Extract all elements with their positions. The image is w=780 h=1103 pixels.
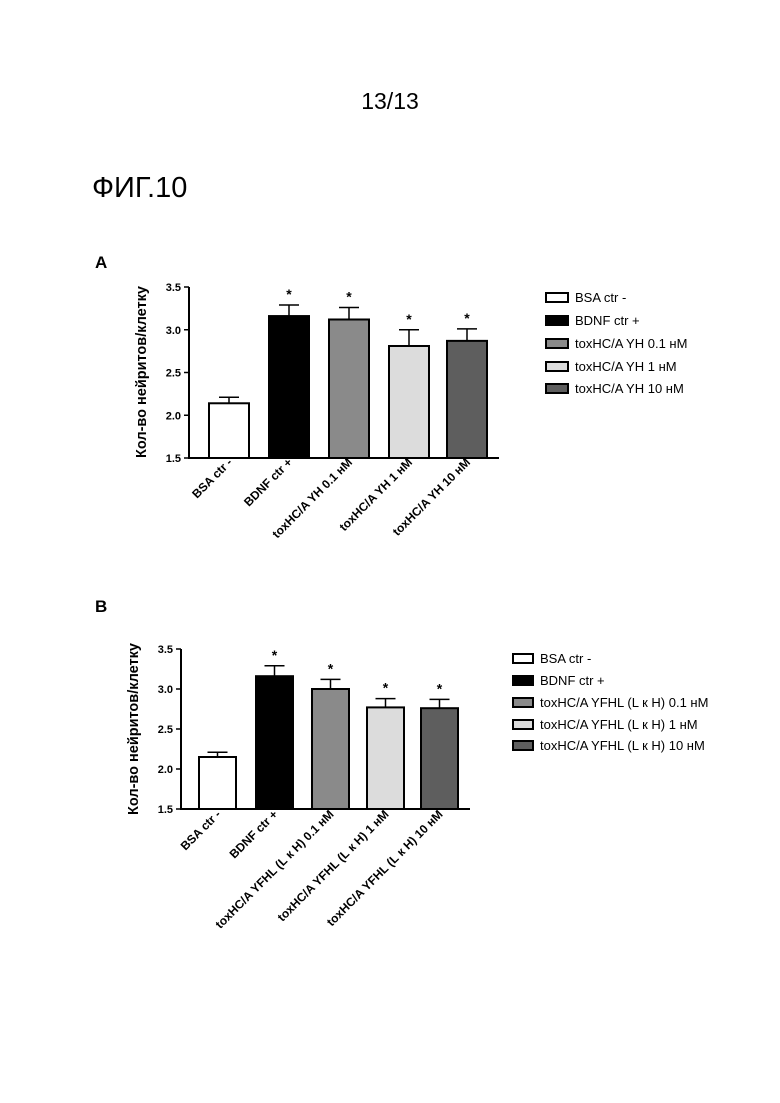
- y-axis-label: Кол-во нейритов/клетку: [126, 643, 142, 815]
- legend-swatch: [513, 676, 533, 685]
- category-label: toxHC/A YFHL (L к H) 1 нМ: [275, 807, 392, 924]
- significance-marker: *: [328, 660, 334, 676]
- significance-marker: *: [383, 680, 389, 696]
- y-tick-label: 3.5: [158, 644, 173, 656]
- bar-chart-b: B Кол-во нейритов/клетку 1.5 2.0 2.5 3.0 3.5 BS…: [0, 0, 780, 1103]
- legend-label: toxHC/A YFHL (L к H) 1 нМ: [540, 717, 698, 732]
- bar: [256, 676, 293, 809]
- legend-label: BSA ctr -: [540, 651, 591, 666]
- legend-label: BDNF ctr +: [540, 673, 605, 688]
- category-label: BDNF ctr +: [227, 807, 281, 861]
- bar: [199, 757, 236, 809]
- legend-swatch: [513, 720, 533, 729]
- category-label: toxHC/A YFHL (L к H) 10 нМ: [324, 807, 446, 929]
- panel-letter: B: [95, 597, 107, 616]
- bar: [312, 689, 349, 809]
- legend-swatch: [513, 698, 533, 707]
- y-tick-label: 2.0: [158, 764, 173, 776]
- bar: [421, 708, 458, 809]
- significance-marker: *: [272, 647, 278, 663]
- category-label: toxHC/A YFHL (L к H) 0.1 нМ: [213, 807, 337, 931]
- significance-marker: *: [437, 680, 443, 696]
- y-tick-label: 3.0: [158, 684, 173, 696]
- category-label: BSA ctr -: [178, 807, 224, 853]
- y-tick-label: 2.5: [158, 724, 173, 736]
- panel-b: B Кол-во нейритов/клетку 1.5 2.0 2.5 3.0 3.5 BS…: [0, 0, 780, 1103]
- legend-label: toxHC/A YFHL (L к H) 10 нМ: [540, 738, 705, 753]
- legend-label: toxHC/A YFHL (L к H) 0.1 нМ: [540, 695, 708, 710]
- bar: [367, 707, 404, 809]
- y-tick-label: 1.5: [158, 804, 173, 816]
- legend-swatch: [513, 741, 533, 750]
- legend-swatch: [513, 654, 533, 663]
